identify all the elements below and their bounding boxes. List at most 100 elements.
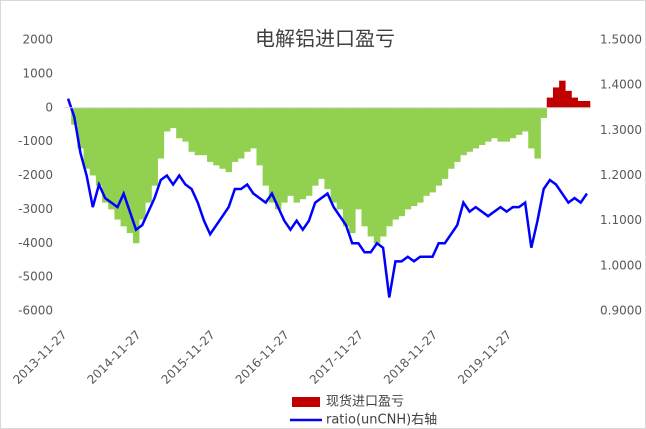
bar [330,107,338,203]
bar [336,107,344,210]
legend-label: ratio(unCNH)右轴 [326,413,437,428]
bar [342,107,350,227]
bar [435,107,443,186]
bar [417,107,424,203]
bar [565,90,572,108]
bar [231,107,239,162]
bar [491,107,498,139]
bar [89,107,97,176]
y-tick-label: 1000 [22,66,53,80]
bar [207,107,214,162]
bar [534,107,541,159]
bar [250,107,257,149]
y2-tick-label: 1.4000 [600,78,642,92]
bar [182,107,189,142]
bar [552,87,560,108]
bar [200,107,208,156]
bar [170,107,177,129]
bar [577,100,585,108]
y2-tick-label: 1.3000 [600,123,642,137]
bar [145,107,152,203]
legend-label: 现货进口盈亏 [326,394,404,410]
bar [485,107,492,142]
bar [386,107,393,227]
bar [126,107,134,234]
bar [503,107,511,142]
bar [293,107,301,203]
bar [219,107,226,169]
bar [324,107,331,190]
y-tick-label: -2000 [18,168,53,182]
bar [287,107,294,196]
bar [355,107,362,210]
bar [225,107,233,173]
bar [466,107,473,152]
bar [380,107,387,237]
bar [398,107,406,217]
bar [509,107,517,139]
bar [194,107,202,156]
bar [163,107,171,132]
bar [312,107,319,186]
bar [83,107,91,169]
bar [108,107,115,210]
bar [77,107,84,149]
y2-tick-label: 1.2000 [600,168,642,182]
line [66,98,588,298]
bar [299,107,307,200]
y-tick-label: -4000 [18,236,53,250]
bar [361,107,368,227]
bar [472,107,480,149]
y-tick-label: 2000 [22,33,53,47]
bar [478,107,486,146]
bar [454,107,461,162]
y2-tick-label: 1.0000 [600,258,642,272]
bar [188,107,196,152]
bar [410,107,418,206]
bar [367,107,375,237]
bar [559,80,566,108]
bar [305,107,313,196]
bar [392,107,399,220]
bar [460,107,467,156]
y2-tick-label: 1.1000 [600,213,642,227]
bar [139,107,146,220]
y-tick-label: -6000 [18,304,53,318]
bar [120,107,128,227]
bar [213,107,220,166]
bar [423,107,430,196]
bar [429,107,436,193]
bar [281,107,288,203]
bar [102,107,109,203]
bar [447,107,455,169]
bar [546,97,554,108]
bar [373,107,381,244]
y-tick-label: -5000 [18,270,53,284]
bar [114,107,121,220]
bar [583,100,591,108]
bar [571,97,578,108]
bar [268,107,276,203]
bar [515,107,523,135]
bar [95,107,103,186]
y-tick-label: 0 [45,100,53,114]
bar [528,107,535,149]
bar [441,107,449,179]
bar [497,107,504,142]
legend-swatch [292,397,320,407]
bar [540,107,548,118]
y-tick-label: -1000 [18,134,53,148]
bar [275,107,282,210]
bar [262,107,270,186]
bar [151,107,158,186]
bar [176,107,183,139]
bar [237,107,245,159]
chart-title: 电解铝进口盈亏 [255,27,395,51]
bar [157,107,165,159]
y2-tick-label: 0.9000 [600,304,642,318]
bar [522,107,529,132]
y2-tick-label: 1.5000 [600,33,642,47]
bar [318,107,325,179]
y-tick-label: -3000 [18,202,53,216]
